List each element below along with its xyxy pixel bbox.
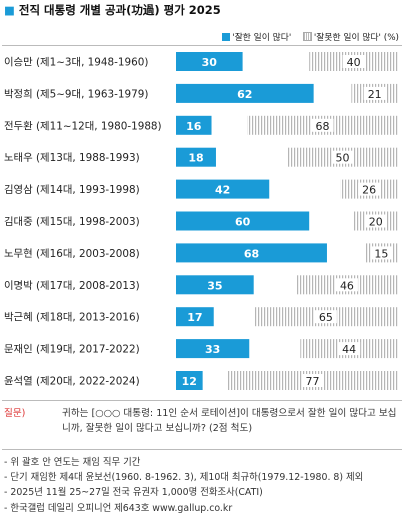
category-label: 김영삼 (제14대, 1993-1998)	[4, 184, 140, 196]
question-text: 귀하는 [○○○ 대통령: 11인 순서 로테이션]이 대통령으로서 잘한 일이…	[62, 408, 397, 434]
data-label-bad: 40	[347, 56, 361, 69]
title-text: 전직 대통령 개별 공과(功過) 평가 2025	[18, 3, 221, 17]
category-label: 박근혜 (제18대, 2013-2016)	[4, 312, 140, 324]
data-label-good: 12	[182, 375, 197, 388]
data-label-bad-bg	[363, 86, 386, 100]
footnote-item: - 단기 재임한 제4대 윤보선(1960. 8-1962. 3), 제10대 …	[4, 472, 364, 484]
data-label-bad-bg	[342, 55, 365, 68]
chart-title: ■ 전직 대통령 개별 공과(功過) 평가 2025	[4, 2, 221, 18]
data-label-bad: 68	[316, 120, 330, 133]
data-label-good: 33	[205, 343, 220, 356]
chart-bottom-divider	[2, 400, 402, 401]
data-label-good: 17	[187, 311, 202, 324]
data-label-bad: 65	[319, 311, 333, 324]
category-label: 이승만 (제1~3대, 1948-1960)	[4, 57, 148, 69]
data-label-bad-bg	[364, 214, 387, 228]
bar-good	[176, 307, 214, 327]
data-label-bad: 20	[369, 216, 383, 229]
bar-good	[176, 147, 216, 167]
legend-unit: (%)	[383, 33, 399, 43]
data-label-good: 68	[244, 247, 259, 260]
bar-good	[176, 371, 203, 390]
data-label-good: 16	[186, 120, 202, 133]
data-label-good: 60	[235, 216, 251, 229]
legend-good-label: '잘한 일이 많다'	[232, 33, 292, 43]
data-label-bad-bg	[335, 278, 358, 292]
data-label-bad: 15	[374, 247, 388, 260]
data-label-bad-bg	[311, 118, 334, 132]
data-label-bad-bg	[338, 342, 361, 356]
footnote-item: - 2025년 11월 25~27일 전국 유권자 1,000명 전화조사(CA…	[4, 487, 263, 499]
footnote-item: - 위 괄호 안 연도는 재임 직무 기간	[4, 457, 141, 468]
data-label-bad-bg	[358, 182, 381, 196]
category-label: 김대중 (제15대, 1998-2003)	[4, 216, 140, 228]
title-bullet: ■	[4, 3, 15, 17]
data-label-bad-bg	[314, 310, 337, 324]
bar-good	[176, 275, 254, 295]
category-label: 이명박 (제17대, 2008-2013)	[4, 280, 140, 292]
data-label-good: 35	[207, 279, 222, 292]
bar-good	[176, 243, 327, 263]
bar-good	[176, 179, 270, 199]
category-label: 박정희 (제5~9대, 1963-1979)	[4, 88, 148, 100]
data-label-good: 42	[215, 184, 230, 197]
legend: '잘한 일이 많다' '잘못한 일이 많다' (%)	[222, 30, 399, 43]
bar-good	[176, 339, 250, 359]
bar-good	[176, 115, 212, 135]
bar-good	[176, 211, 310, 231]
data-label-good: 30	[202, 56, 218, 69]
note-divider	[2, 449, 402, 450]
data-label-good: 62	[237, 88, 252, 101]
data-label-bad: 26	[362, 184, 376, 197]
footnote-item: - 한국갤럽 데일리 오피니언 제643호 www.gallup.co.kr	[4, 502, 233, 514]
data-label-bad: 44	[342, 343, 356, 356]
legend-bad-swatch	[302, 32, 312, 41]
data-label-bad-bg	[301, 374, 324, 387]
bar-good	[176, 52, 243, 71]
top-divider	[2, 45, 402, 46]
bar-good	[176, 83, 314, 103]
category-label: 윤석열 (제20대, 2022-2024)	[4, 376, 140, 388]
category-label: 문재인 (제19대, 2017-2022)	[4, 344, 140, 356]
category-label: 전두환 (제11~12대, 1980-1988)	[4, 120, 162, 132]
data-label-bad-bg	[331, 150, 354, 164]
data-label-good: 18	[188, 152, 203, 165]
footnotes: - 위 괄호 안 연도는 재임 직무 기간 - 단기 재임한 제4대 윤보선(1…	[4, 455, 363, 516]
legend-good-swatch	[222, 33, 231, 41]
data-label-bad-bg	[370, 246, 393, 260]
category-label: 노무현 (제16대, 2003-2008)	[4, 248, 140, 260]
data-label-bad: 77	[306, 375, 320, 388]
data-label-bad: 46	[340, 279, 354, 292]
bar-chart: 이승만 (제1~3대, 1948-1960) 30 40 박정희 (제5~9대, 19…	[4, 52, 398, 390]
data-label-bad: 50	[336, 152, 350, 165]
category-label: 노태우 (제13대, 1988-1993)	[4, 152, 140, 164]
data-label-bad: 21	[368, 88, 382, 101]
legend-bad-label: '잘못한 일이 많다'	[313, 33, 381, 43]
question-label: 질문)	[4, 408, 26, 419]
